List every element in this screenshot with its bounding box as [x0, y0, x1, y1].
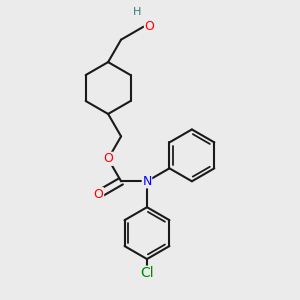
- Text: O: O: [103, 152, 113, 165]
- Text: O: O: [94, 188, 103, 201]
- Text: H: H: [133, 8, 141, 17]
- Text: Cl: Cl: [140, 266, 154, 280]
- Text: O: O: [145, 20, 154, 33]
- Text: N: N: [142, 175, 152, 188]
